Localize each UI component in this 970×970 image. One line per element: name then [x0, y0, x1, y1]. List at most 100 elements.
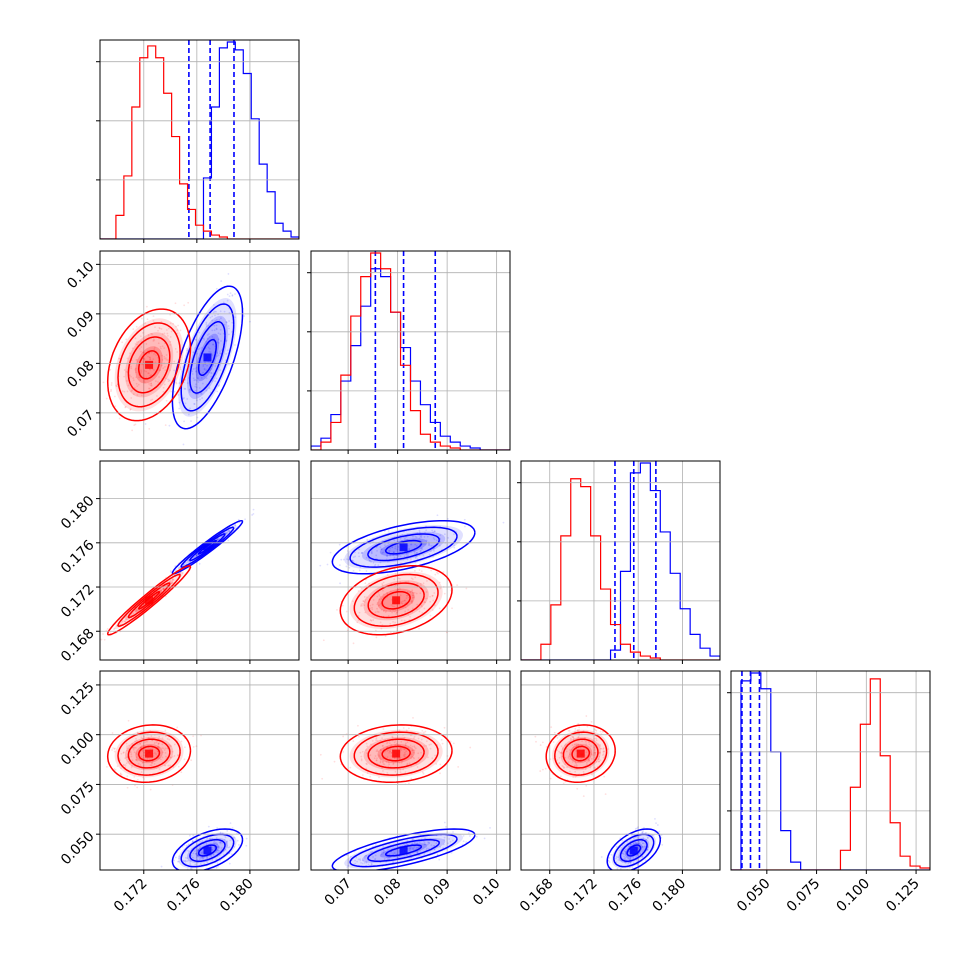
scatter-point — [447, 537, 450, 539]
tick-label-y: 0.180 — [58, 493, 98, 533]
scatter-point — [421, 543, 424, 546]
scatter-point — [377, 750, 379, 753]
scatter-point — [178, 382, 181, 384]
scatter-point — [574, 730, 577, 733]
scatter-point — [636, 827, 639, 830]
contour-series-1 — [117, 731, 181, 776]
scatter-point — [405, 597, 408, 600]
scatter-point — [231, 827, 234, 829]
scatter-point — [568, 729, 571, 732]
scatter-point — [207, 324, 210, 327]
scatter-point — [184, 859, 187, 862]
scatter-point — [357, 590, 360, 592]
scatter-point — [552, 741, 555, 743]
scatter-point — [382, 728, 385, 731]
scatter-point — [638, 842, 641, 845]
scatter-point — [229, 839, 232, 842]
scatter-point — [406, 741, 409, 744]
scatter-point — [167, 327, 170, 330]
scatter-point — [208, 387, 211, 390]
scatter-point — [413, 551, 416, 554]
scatter-point — [594, 756, 597, 759]
scatter-point — [162, 588, 165, 591]
scatter-point — [208, 838, 211, 840]
scatter-point — [197, 377, 200, 380]
scatter-point — [549, 758, 552, 761]
scatter-point — [184, 860, 187, 863]
scatter-point — [134, 368, 137, 371]
tick-label-y: 0.07 — [64, 407, 97, 440]
scatter-point — [406, 538, 409, 541]
scatter-point — [418, 529, 421, 532]
scatter-point — [433, 848, 436, 851]
scatter-point — [216, 827, 219, 829]
contour-series-1 — [137, 350, 161, 380]
scatter-point — [146, 758, 148, 761]
scatter-point — [216, 845, 219, 848]
tick-label-y: 0.172 — [58, 581, 98, 621]
scatter-point — [382, 610, 385, 613]
scatter-point — [395, 742, 398, 745]
scatter-point — [212, 854, 215, 856]
scatter-point — [386, 560, 389, 563]
scatter-point — [399, 747, 402, 750]
scatter-point — [630, 844, 633, 847]
scatter-point — [356, 621, 359, 624]
scatter-point — [181, 572, 184, 575]
scatter-point — [376, 601, 379, 604]
scatter-point — [438, 544, 441, 547]
density-peak-series-1 — [145, 360, 154, 369]
scatter-point — [141, 750, 144, 752]
scatter-point — [216, 341, 219, 344]
scatter-point — [165, 354, 168, 356]
scatter-point — [302, 587, 304, 589]
scatter-point — [567, 729, 570, 732]
scatter-point — [423, 841, 426, 844]
scatter-point — [601, 754, 604, 756]
panel-plot — [521, 461, 720, 660]
scatter-point — [627, 862, 630, 865]
scatter-point — [558, 756, 561, 759]
scatter-point — [124, 620, 126, 623]
scatter-point — [397, 757, 400, 760]
scatter-point — [406, 558, 409, 561]
scatter-point — [371, 606, 373, 609]
scatter-point — [629, 861, 632, 864]
contour-series-0 — [197, 338, 217, 376]
scatter-point — [641, 855, 644, 858]
scatter-point — [381, 767, 383, 770]
scatter-point — [406, 854, 408, 856]
scatter-point — [130, 753, 133, 756]
panel-frame — [310, 250, 511, 451]
scatter-point — [437, 572, 439, 575]
scatter-point — [142, 761, 144, 764]
scatter-point — [392, 551, 395, 553]
scatter-point — [196, 393, 199, 396]
scatter-point — [195, 852, 198, 855]
scatter-point — [223, 310, 226, 313]
scatter-point — [110, 382, 113, 384]
scatter-point — [405, 729, 408, 732]
density-peak-series-0 — [629, 846, 638, 855]
scatter-point — [152, 358, 155, 361]
scatter-point — [358, 735, 360, 738]
scatter-point — [225, 532, 228, 535]
scatter-point — [177, 567, 180, 569]
scatter-point — [152, 319, 155, 322]
scatter-point — [570, 737, 572, 740]
scatter-point — [422, 731, 425, 734]
scatter-point — [144, 741, 146, 744]
scatter-point — [150, 735, 153, 737]
scatter-point — [210, 855, 213, 858]
tick-label-y: 0.176 — [58, 537, 98, 577]
scatter-point — [393, 610, 396, 613]
scatter-point — [211, 319, 214, 322]
scatter-point — [415, 555, 418, 558]
scatter-point — [125, 370, 128, 373]
scatter-point — [354, 862, 357, 865]
scatter-point — [442, 843, 445, 846]
scatter-point — [322, 639, 325, 642]
scatter-point — [423, 597, 426, 600]
scatter-point — [623, 861, 626, 864]
scatter-point — [390, 751, 393, 754]
